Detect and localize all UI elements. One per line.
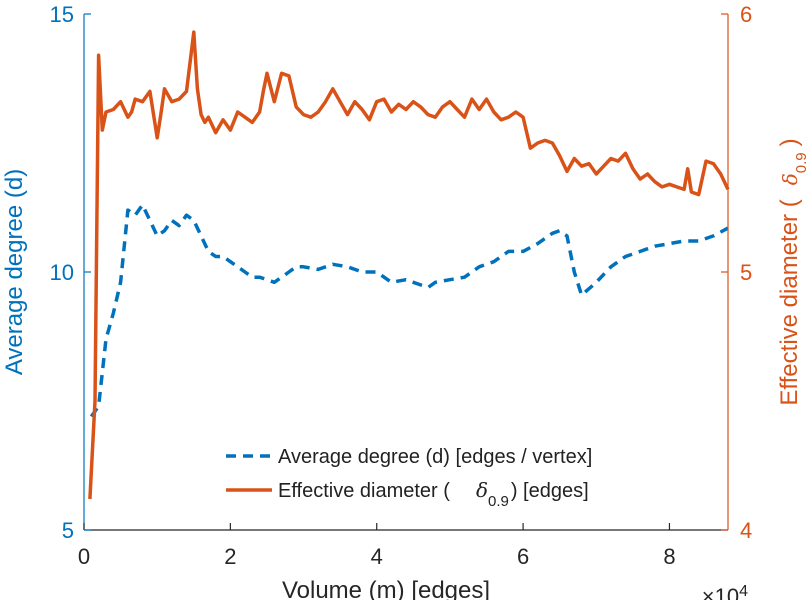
legend: Average degree (d) [edges / vertex] Effe… — [226, 446, 592, 510]
series-line-average-degree — [89, 203, 729, 418]
legend-label-average-degree: Average degree (d) [edges / vertex] — [278, 446, 592, 468]
legend-label-effective-diameter: Effective diameter (δ0.9) [edges] — [278, 478, 589, 510]
x-axis-multiplier: ×104 — [702, 583, 748, 600]
series-layer — [88, 30, 730, 500]
left-y-tick-label: 15 — [50, 2, 74, 27]
axes: 0 2 4 6 8 5 10 15 4 5 6 — [50, 2, 753, 569]
right-y-axis-title: Effective diameter (δ0.9) — [776, 138, 810, 405]
x-axis-title: Volume (m) [edges] — [282, 577, 490, 600]
right-y-tick-label: 5 — [740, 260, 752, 285]
x-tick-label: 2 — [224, 544, 236, 569]
left-y-tick-label: 5 — [62, 518, 74, 543]
x-tick-label: 4 — [371, 544, 383, 569]
x-tick-label: 6 — [517, 544, 529, 569]
x-tick-label: 8 — [663, 544, 675, 569]
series-line-effective-diameter — [88, 30, 730, 500]
left-y-axis-title: Average degree (d) — [1, 169, 28, 375]
x-tick-label: 0 — [78, 544, 90, 569]
right-y-tick-label: 6 — [740, 2, 752, 27]
left-y-tick-label: 10 — [50, 260, 74, 285]
right-y-tick-label: 4 — [740, 518, 752, 543]
